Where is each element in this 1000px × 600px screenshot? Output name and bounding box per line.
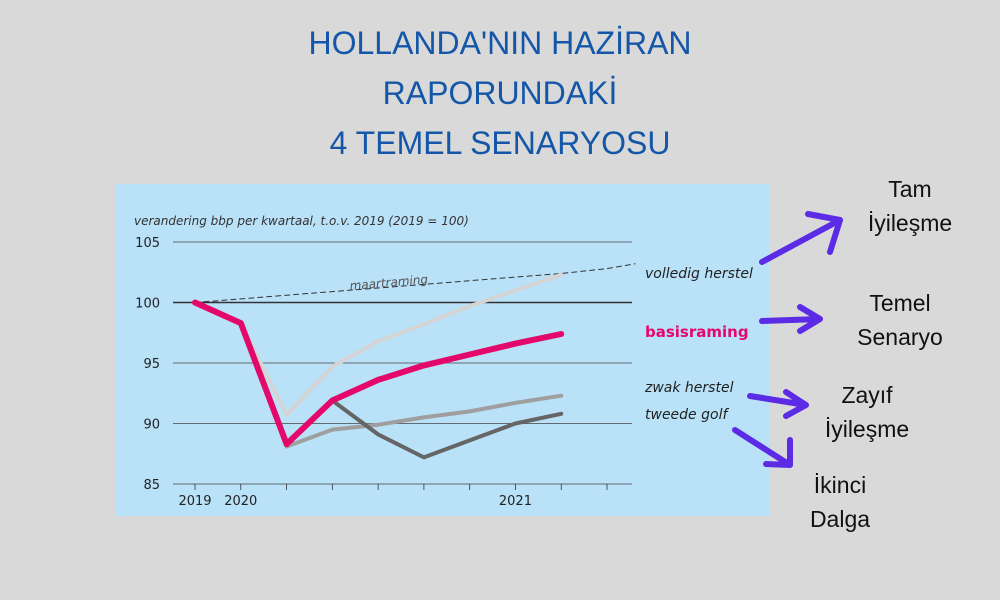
title-line-3: 4 TEMEL SENARYOSU [329,125,671,161]
callout-second-line-2: Dalga [809,506,871,532]
y-tick-label: 90 [143,418,160,433]
chart-title: verandering bbp per kwartaal, t.o.v. 201… [134,214,469,228]
series-lines [192,263,636,460]
callout-full-line-1: Tam [888,176,932,202]
page-title: HOLLANDA'NIN HAZİRAN RAPORUNDAKİ 4 TEMEL… [150,18,850,168]
callout-base-line-1: Temel [869,290,931,316]
y-tick-label: 85 [143,478,160,493]
series-label-volledig-herstel: volledig herstel [645,266,753,282]
callout-arrows [732,211,843,468]
series-line-basisraming [192,299,565,448]
callout-second-line-1: İkinci [813,472,867,498]
arrow-second-wave [732,427,793,468]
x-tick-label: 2019 [178,494,211,509]
title-line-1: HOLLANDA'NIN HAZİRAN [308,25,692,61]
callout-second-wave: İkinci Dalga [780,468,900,536]
grid-lines [173,241,632,485]
title-line-2: RAPORUNDAKİ [382,75,618,111]
y-tick-label: 95 [143,357,160,372]
y-tick-label: 105 [135,236,160,251]
arrow-base-scenario [759,304,823,334]
series-line-maartraming [194,263,636,303]
callout-weak-line-1: Zayıf [841,382,893,408]
series-label-basisraming: basisraming [645,323,749,341]
series-label-tweede-golf: tweede golf [645,407,729,423]
series-label-zwak-herstel: zwak herstel [644,380,734,396]
chart-panel [115,184,770,516]
y-tick-label: 100 [135,297,160,312]
callout-full-recovery: Tam İyileşme [855,172,965,240]
callout-base-line-2: Senaryo [857,324,943,350]
callout-weak-line-2: İyileşme [824,416,910,442]
arrow-full-recovery [759,211,843,265]
x-tick-label: 2021 [499,494,532,509]
maartraming-annotation: maartraming [349,272,429,293]
x-tick-label: 2020 [224,494,257,509]
callout-base-scenario: Temel Senaryo [840,286,960,354]
arrow-weak-recovery [747,389,809,419]
callout-weak-recovery: Zayıf İyileşme [807,378,927,446]
axis-ticks: 105 100 95 90 85 2019 2020 2021 [135,236,608,509]
callout-full-line-2: İyileşme [867,210,953,236]
series-line-volledig-herstel [193,272,564,417]
